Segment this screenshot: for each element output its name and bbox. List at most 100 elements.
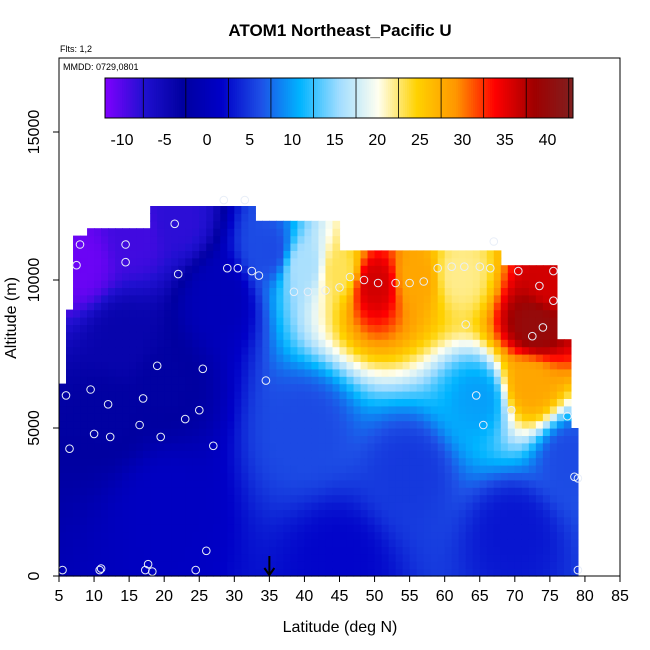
colorbar-swatch bbox=[115, 78, 119, 118]
heatmap-cell bbox=[164, 398, 172, 407]
heatmap-cell bbox=[234, 553, 242, 562]
heatmap-cell bbox=[332, 287, 341, 296]
heatmap-cell bbox=[346, 457, 355, 466]
heatmap-cell bbox=[381, 450, 390, 459]
colorbar-swatch bbox=[481, 78, 485, 118]
heatmap-cell bbox=[269, 435, 277, 444]
heatmap-cell bbox=[290, 561, 299, 570]
heatmap-cell bbox=[178, 531, 186, 540]
heatmap-cell bbox=[542, 346, 551, 355]
heatmap-cell bbox=[192, 265, 200, 274]
heatmap-cell bbox=[143, 398, 151, 407]
heatmap-cell bbox=[430, 494, 439, 503]
heatmap-cell bbox=[570, 487, 579, 496]
heatmap-cell bbox=[129, 317, 137, 325]
heatmap-cell bbox=[164, 243, 172, 251]
heatmap-cell bbox=[304, 376, 313, 385]
heatmap-cell bbox=[255, 502, 263, 510]
heatmap-cell bbox=[458, 398, 467, 407]
heatmap-cell bbox=[479, 546, 488, 555]
heatmap-cell bbox=[150, 339, 158, 348]
heatmap-cell bbox=[521, 487, 530, 496]
heatmap-cell bbox=[143, 317, 151, 325]
heatmap-cell bbox=[549, 339, 558, 348]
heatmap-cell bbox=[437, 287, 446, 296]
heatmap-cell bbox=[185, 450, 193, 459]
heatmap-cell bbox=[528, 502, 537, 510]
heatmap-cell bbox=[227, 257, 235, 266]
heatmap-cell bbox=[73, 539, 81, 547]
heatmap-cell bbox=[374, 280, 383, 288]
heatmap-cell bbox=[395, 405, 404, 414]
heatmap-cell bbox=[290, 465, 299, 473]
heatmap-cell bbox=[101, 257, 109, 266]
heatmap-cell bbox=[367, 502, 376, 510]
heatmap-cell bbox=[59, 509, 67, 518]
heatmap-cell bbox=[353, 398, 362, 407]
heatmap-cell bbox=[514, 391, 523, 399]
heatmap-cell bbox=[206, 243, 214, 251]
heatmap-cell bbox=[493, 561, 502, 570]
heatmap-cell bbox=[80, 272, 88, 281]
heatmap-cell bbox=[227, 465, 235, 473]
heatmap-cell bbox=[297, 398, 306, 407]
heatmap-cell bbox=[437, 494, 446, 503]
heatmap-cell bbox=[542, 391, 551, 399]
heatmap-cell bbox=[262, 265, 270, 274]
heatmap-cell bbox=[297, 472, 306, 481]
heatmap-cell bbox=[381, 494, 390, 503]
heatmap-cell bbox=[87, 309, 95, 318]
heatmap-cell bbox=[248, 354, 256, 362]
heatmap-cell bbox=[304, 383, 313, 392]
heatmap-cell bbox=[66, 516, 74, 525]
heatmap-cell bbox=[171, 524, 179, 533]
heatmap-cell bbox=[430, 553, 439, 562]
heatmap-cell bbox=[542, 368, 551, 377]
heatmap-cell bbox=[129, 331, 137, 340]
heatmap-cell bbox=[444, 405, 453, 414]
colorbar-swatch bbox=[105, 78, 108, 118]
heatmap-cell bbox=[276, 287, 284, 296]
heatmap-cell bbox=[297, 457, 306, 466]
colorbar-swatch bbox=[562, 78, 565, 118]
heatmap-cell bbox=[136, 531, 144, 540]
heatmap-cell bbox=[360, 324, 369, 333]
heatmap-cell bbox=[150, 302, 158, 311]
heatmap-cell bbox=[521, 568, 530, 577]
heatmap-cell bbox=[115, 405, 123, 414]
colorbar-border bbox=[104, 77, 574, 119]
heatmap-cell bbox=[332, 376, 341, 385]
heatmap-cell bbox=[143, 561, 151, 570]
heatmap-cell bbox=[192, 250, 200, 259]
heatmap-cell bbox=[101, 479, 109, 488]
heatmap-cell bbox=[465, 280, 474, 288]
heatmap-cell bbox=[486, 265, 495, 274]
heatmap-cell bbox=[192, 435, 200, 444]
heatmap-cell bbox=[479, 354, 488, 362]
heatmap-cell bbox=[157, 561, 165, 570]
heatmap-cell bbox=[430, 302, 439, 311]
observation-point bbox=[121, 240, 130, 249]
heatmap-cell bbox=[157, 420, 165, 429]
heatmap-cell bbox=[94, 309, 102, 318]
heatmap-cell bbox=[255, 354, 263, 362]
heatmap-cell bbox=[199, 228, 207, 237]
heatmap-cell bbox=[486, 524, 495, 533]
heatmap-cell bbox=[423, 546, 432, 555]
heatmap-cell bbox=[451, 465, 460, 473]
heatmap-cell bbox=[283, 435, 292, 444]
heatmap-cell bbox=[437, 368, 446, 377]
heatmap-cell bbox=[185, 376, 193, 385]
heatmap-cell bbox=[493, 413, 502, 422]
heatmap-cell bbox=[171, 553, 179, 562]
heatmap-cell bbox=[500, 435, 509, 444]
heatmap-cell bbox=[241, 331, 249, 340]
heatmap-cell bbox=[332, 472, 341, 481]
heatmap-cell bbox=[360, 376, 369, 385]
heatmap-cell bbox=[199, 272, 207, 281]
heatmap-cell bbox=[346, 420, 355, 429]
heatmap-cell bbox=[318, 546, 327, 555]
heatmap-cell bbox=[325, 272, 334, 281]
heatmap-cell bbox=[514, 398, 523, 407]
colorbar-swatch bbox=[228, 78, 232, 118]
